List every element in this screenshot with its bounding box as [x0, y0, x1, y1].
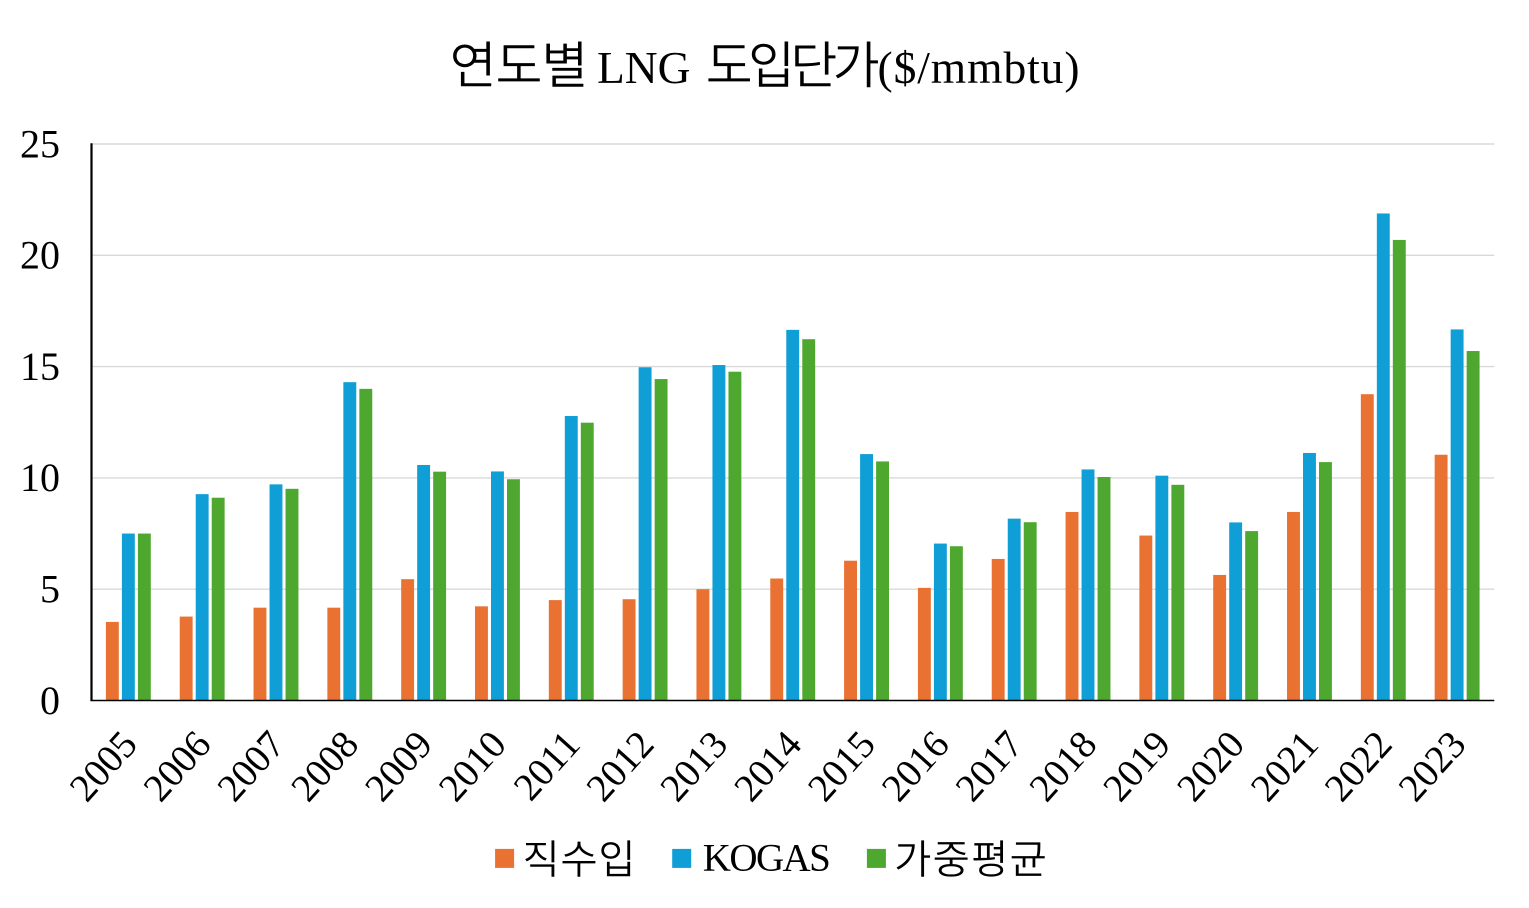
svg-text:LNG: LNG	[597, 42, 691, 93]
svg-text:0: 0	[40, 678, 60, 723]
svg-text:15: 15	[20, 344, 60, 389]
svg-text:5: 5	[40, 567, 60, 612]
svg-text:KOGAS: KOGAS	[703, 837, 831, 880]
svg-text:20: 20	[20, 233, 60, 278]
svg-text:($/mmbtu): ($/mmbtu)	[878, 42, 1080, 93]
svg-text:25: 25	[20, 121, 60, 166]
svg-text:10: 10	[20, 455, 60, 500]
